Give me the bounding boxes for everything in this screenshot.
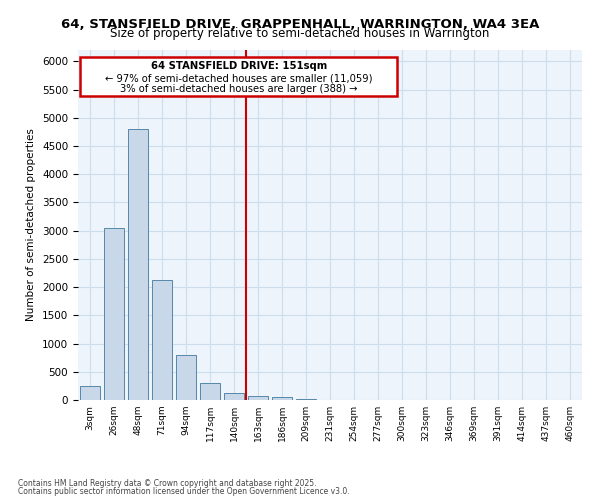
Bar <box>104 228 124 400</box>
Bar <box>80 386 100 400</box>
Bar <box>200 383 220 400</box>
FancyBboxPatch shape <box>80 57 397 96</box>
Bar <box>152 280 172 400</box>
Text: 64, STANSFIELD DRIVE, GRAPPENHALL, WARRINGTON, WA4 3EA: 64, STANSFIELD DRIVE, GRAPPENHALL, WARRI… <box>61 18 539 30</box>
Bar <box>248 396 268 400</box>
Text: Size of property relative to semi-detached houses in Warrington: Size of property relative to semi-detach… <box>110 28 490 40</box>
Bar <box>272 398 292 400</box>
Text: 3% of semi-detached houses are larger (388) →: 3% of semi-detached houses are larger (3… <box>120 84 358 94</box>
Bar <box>128 129 148 400</box>
Bar <box>224 392 244 400</box>
Text: 64 STANSFIELD DRIVE: 151sqm: 64 STANSFIELD DRIVE: 151sqm <box>151 62 327 72</box>
Text: Contains HM Land Registry data © Crown copyright and database right 2025.: Contains HM Land Registry data © Crown c… <box>18 479 317 488</box>
Text: ← 97% of semi-detached houses are smaller (11,059): ← 97% of semi-detached houses are smalle… <box>105 73 373 83</box>
Bar <box>176 355 196 400</box>
Y-axis label: Number of semi-detached properties: Number of semi-detached properties <box>26 128 37 322</box>
Text: Contains public sector information licensed under the Open Government Licence v3: Contains public sector information licen… <box>18 488 350 496</box>
